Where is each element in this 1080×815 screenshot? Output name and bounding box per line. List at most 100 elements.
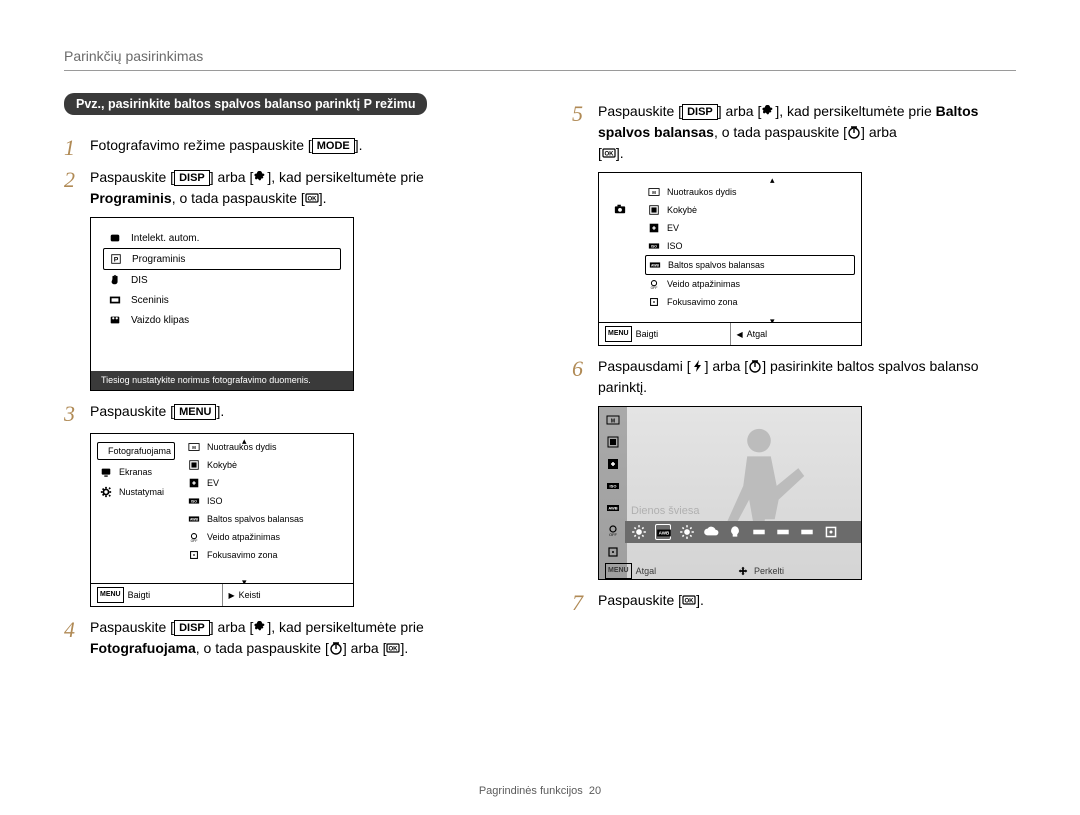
item-icon xyxy=(187,495,201,507)
text: ], kad persikeltumėte prie xyxy=(775,103,935,119)
screen-description: Tiesiog nustatykite norimus fotografavim… xyxy=(91,371,353,390)
flower-icon xyxy=(761,104,775,118)
wb-option-fluor2[interactable] xyxy=(775,524,791,540)
step-3: 3 Paspauskite [MENU]. xyxy=(64,401,508,425)
step-text: Paspauskite [DISP] arba [], kad persikel… xyxy=(90,617,508,659)
item-icon xyxy=(187,513,201,525)
mode-label: Sceninis xyxy=(131,295,169,306)
item-label: ISO xyxy=(207,496,223,506)
item-icon xyxy=(647,186,661,198)
page: Parinkčių pasirinkimas Pvz., pasirinkite… xyxy=(0,0,1080,663)
person-silhouette-icon xyxy=(709,419,809,537)
mode-icon xyxy=(107,232,123,244)
screen-bottom-bar: MENUAtgal Perkelti xyxy=(599,563,861,579)
item-icon xyxy=(647,222,661,234)
menu-item[interactable]: Veido atpažinimas xyxy=(645,275,855,293)
right-column: 5 Paspauskite [DISP] arba [], kad persik… xyxy=(572,93,1016,663)
item-icon xyxy=(647,278,661,290)
menu-item[interactable]: Veido atpažinimas xyxy=(185,528,347,546)
text: ] arba [ xyxy=(718,103,762,119)
menu-item[interactable]: Nuotraukos dydis xyxy=(645,183,855,201)
menu-tab[interactable]: Fotografuojama xyxy=(97,442,175,460)
step-text: Paspauskite [MENU]. xyxy=(90,401,224,422)
step-number: 6 xyxy=(572,356,598,380)
mode-label: Intelekt. autom. xyxy=(131,233,199,244)
footer-label: Pagrindinės funkcijos xyxy=(479,785,583,797)
item-label: Kokybė xyxy=(667,205,697,215)
item-label: EV xyxy=(667,223,679,233)
screen-bottom-bar: MENUBaigti ◀Atgal xyxy=(599,322,861,345)
face-icon xyxy=(605,523,621,537)
menu-item[interactable]: Baltos spalvos balansas xyxy=(185,510,347,528)
screen-mode-list: Intelekt. autom. Programinis DIS Sceninis Va… xyxy=(90,217,354,391)
item-label: EV xyxy=(207,478,219,488)
menu-item[interactable]: Kokybė xyxy=(645,201,855,219)
screen-menu-wb: Nuotraukos dydis Kokybė EV ISOBaltos spalvo… xyxy=(598,172,862,346)
menu-item[interactable]: Baltos spalvos balansas xyxy=(645,255,855,275)
menu-item[interactable]: ISO xyxy=(185,492,347,510)
step-text: Paspauskite []. xyxy=(598,590,704,611)
mode-row[interactable]: Intelekt. autom. xyxy=(103,228,341,248)
text: Paspauskite [ xyxy=(90,169,174,185)
menu-item[interactable]: ISO xyxy=(645,237,855,255)
menu-item[interactable]: Nuotraukos dydis xyxy=(185,438,347,456)
quality-icon xyxy=(605,435,621,449)
step-6: 6 Paspausdami [] arba [] pasirinkite bal… xyxy=(572,356,1016,398)
item-icon xyxy=(187,549,201,561)
item-label: Nuotraukos dydis xyxy=(667,187,737,197)
wb-option-custom[interactable] xyxy=(823,524,839,540)
step-number: 5 xyxy=(572,101,598,125)
mode-label: Vaizdo klipas xyxy=(131,315,189,326)
menu-item[interactable]: EV xyxy=(645,219,855,237)
mode-label: Programinis xyxy=(132,254,185,265)
menu-tab[interactable]: Ekranas xyxy=(91,462,181,482)
text: ] arba xyxy=(861,124,897,140)
item-label: Fokusavimo zona xyxy=(207,550,278,560)
wb-option-sun[interactable] xyxy=(631,524,647,540)
step-number: 4 xyxy=(64,617,90,641)
wb-option-bulb[interactable] xyxy=(727,524,743,540)
text: ]. xyxy=(355,137,363,153)
left-icon-bar xyxy=(599,407,627,579)
label: Baigti xyxy=(636,329,659,339)
mode-row[interactable]: Sceninis xyxy=(103,290,341,310)
wb-strip xyxy=(625,521,861,543)
mode-row[interactable]: Programinis xyxy=(103,248,341,270)
tab-label: Fotografuojama xyxy=(108,446,171,456)
flash-icon xyxy=(691,359,705,373)
menu-item[interactable]: Fokusavimo zona xyxy=(645,293,855,311)
example-pill: Pvz., pasirinkite baltos spalvos balanso… xyxy=(64,93,427,115)
menu-button-label: MENU xyxy=(174,404,216,420)
wb-option-awb[interactable] xyxy=(655,524,671,540)
text: ] arba [ xyxy=(343,640,387,656)
menu-item[interactable]: Kokybė xyxy=(185,456,347,474)
mode-row[interactable]: Vaizdo klipas xyxy=(103,310,341,330)
wb-option-cloud[interactable] xyxy=(703,524,719,540)
wb-option-fluor3[interactable] xyxy=(799,524,815,540)
wb-option-sun2[interactable] xyxy=(679,524,695,540)
text: ] arba [ xyxy=(705,358,749,374)
text: ]. xyxy=(400,640,408,656)
menu-tag: MENU xyxy=(97,587,124,603)
menu-tab[interactable]: Nustatymai xyxy=(91,482,181,502)
tab-label: Nustatymai xyxy=(119,487,164,497)
wb-option-fluor1[interactable] xyxy=(751,524,767,540)
menu-item[interactable]: EV xyxy=(185,474,347,492)
iso-icon xyxy=(605,479,621,493)
item-icon xyxy=(187,441,201,453)
item-label: Veido atpažinimas xyxy=(667,279,740,289)
text: , o tada paspauskite [ xyxy=(714,124,847,140)
ok-icon xyxy=(305,191,319,205)
item-label: Fokusavimo zona xyxy=(667,297,738,307)
text: Paspausdami [ xyxy=(598,358,691,374)
mode-icon xyxy=(107,294,123,306)
mode-row[interactable]: DIS xyxy=(103,270,341,290)
menu-item[interactable]: Fokusavimo zona xyxy=(185,546,347,564)
ok-icon xyxy=(386,641,400,655)
bold-term: Fotografuojama xyxy=(90,640,196,656)
mode-button-label: MODE xyxy=(312,138,355,154)
item-icon xyxy=(647,204,661,216)
step-5: 5 Paspauskite [DISP] arba [], kad persik… xyxy=(572,101,1016,164)
wb-label: Dienos šviesa xyxy=(631,505,699,517)
text: Paspauskite [ xyxy=(90,403,174,419)
